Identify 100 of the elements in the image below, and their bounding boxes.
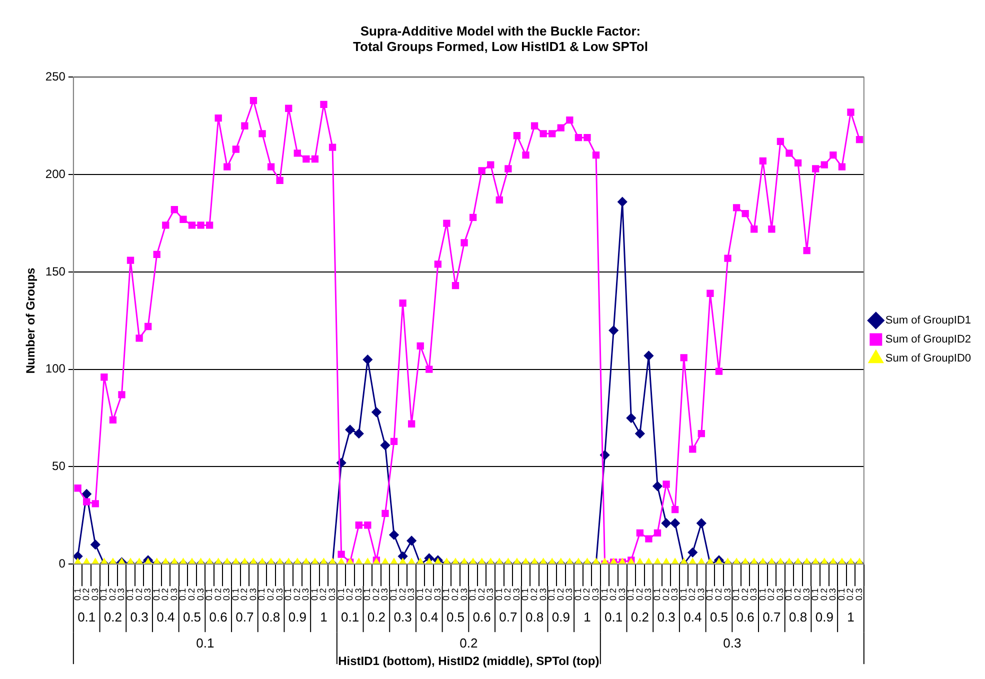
x-tick-label: 0.1 — [704, 588, 715, 601]
x-axis-title: HistID1 (bottom), HistID2 (middle), SPTol (top) — [338, 654, 600, 668]
x-tick-label: 0.3 — [222, 588, 232, 601]
x-tick-label: 0.1 — [151, 588, 162, 601]
y-tick-label: 0 — [58, 556, 66, 570]
x-tick-label: 0.3 — [696, 588, 706, 601]
x-tick-label: 0.3 — [142, 588, 153, 601]
x-tick-label: 0.1 — [441, 588, 452, 601]
y-tick-label: 100 — [45, 362, 66, 376]
x-tick-label: 0.3 — [590, 588, 601, 601]
x-tick-label: 0.1 — [678, 588, 688, 601]
y-tick-label: 150 — [45, 264, 66, 278]
y-tick-label: 50 — [52, 459, 66, 474]
x-tick-label: 0.1 — [626, 588, 636, 601]
text: 1 — [320, 610, 328, 625]
x-tick-label: 0.2 — [81, 588, 92, 601]
x-tick-label: 0.1 — [652, 588, 662, 601]
text: 0.6 — [472, 610, 491, 625]
x-tick-label: 0.3 — [432, 588, 442, 601]
x-tick-label: 0.3 — [195, 588, 206, 601]
x-tick-label: 0.2 — [344, 588, 355, 601]
x-tick-label: 0.1 — [494, 588, 504, 601]
x-tick-label: 0.1 — [72, 588, 82, 601]
x-tick-label: 0.3 — [854, 588, 864, 601]
x-tick-label: 0.1 — [414, 588, 425, 601]
x-tick-label: 0.1 — [572, 588, 583, 601]
text: 0.3 — [394, 610, 412, 625]
text: 0.7 — [499, 610, 518, 625]
y-tick-label: 250 — [45, 70, 66, 84]
text: 0.2 — [104, 610, 122, 625]
x-tick-label: 0.3 — [327, 588, 338, 601]
text: 0.5 — [710, 610, 728, 625]
x-tick-label: 0.2 — [424, 588, 434, 601]
x-tick-label: 0.3 — [380, 588, 390, 601]
text: 0.5 — [446, 610, 465, 625]
x-tick-label: 0.2 — [660, 588, 671, 601]
x-tick-label: 0.3 — [828, 588, 838, 601]
x-tick-label: 0.1 — [178, 588, 188, 601]
x-tick-label: 0.2 — [845, 588, 856, 601]
x-tick-label: 0.1 — [204, 588, 214, 601]
x-tick-label: 0.3 — [643, 588, 654, 601]
legend-label: Sum of GroupID1 — [885, 314, 971, 327]
x-tick-label: 0.2 — [687, 588, 698, 601]
x-tick-label: 0.1 — [599, 588, 610, 601]
text: 0.9 — [288, 610, 306, 625]
text: 0.8 — [788, 610, 808, 625]
x-tick-label: 0.3 — [300, 588, 311, 601]
x-tick-label: 0.2 — [476, 588, 486, 601]
text: 0.7 — [236, 610, 254, 625]
x-tick-label: 0.1 — [309, 588, 320, 601]
x-tick-label: 0.2 — [766, 588, 776, 601]
text: 0.1 — [604, 610, 623, 625]
text: 1 — [847, 610, 854, 625]
text: 0.1 — [78, 610, 96, 625]
x-tick-label: 0.2 — [502, 588, 513, 601]
text: 0.3 — [130, 610, 148, 625]
x-tick-label: 0.2 — [212, 588, 223, 601]
text: 0.1 — [341, 610, 360, 625]
x-tick-label: 0.3 — [406, 588, 416, 601]
y-axis-title: Number of Groups — [24, 267, 38, 374]
x-tick-label: 0.2 — [266, 588, 276, 601]
chart-title: Supra-Additive Model with the Buckle Factor: Total Groups Formed, Low HistID1 & Low SPTol — [353, 23, 648, 54]
x-tick-label: 0.2 — [792, 588, 803, 601]
x-tick-label: 0.2 — [740, 588, 750, 601]
x-tick-label: 0.1 — [388, 588, 398, 601]
x-tick-label: 0.2 — [450, 588, 460, 601]
x-tick-label: 0.2 — [555, 588, 566, 601]
x-tick-label: 0.3 — [168, 588, 179, 601]
text: 0.7 — [762, 610, 781, 625]
x-tick-label: 0.1 — [362, 588, 372, 601]
text: 0.2 — [367, 610, 386, 625]
x-tick-label: 0.3 — [116, 588, 126, 601]
x-tick-label: 0.3 — [511, 588, 522, 601]
x-tick-label: 0.1 — [336, 588, 346, 601]
x-tick-label: 0.1 — [731, 588, 742, 601]
x-tick-label: 0.3 — [538, 588, 548, 601]
x-tick-label: 0.2 — [634, 588, 644, 601]
text: 0.5 — [182, 610, 202, 625]
x-tick-label: 0.2 — [713, 588, 724, 601]
x-tick-label: 0.3 — [90, 588, 100, 601]
x-tick-label: 0.2 — [292, 588, 302, 601]
x-tick-label: 0.1 — [757, 588, 768, 601]
x-tick-label: 0.1 — [256, 588, 267, 601]
x-tick-label: 0.1 — [98, 588, 109, 601]
x-tick-label: 0.3 — [353, 588, 364, 601]
x-tick-label: 0.1 — [230, 588, 240, 601]
x-tick-label: 0.1 — [468, 588, 478, 601]
x-tick-label: 0.3 — [485, 588, 496, 601]
x-tick-label: 0.3 — [248, 588, 258, 601]
text: 0.3 — [657, 610, 676, 625]
x-tick-label: 0.3 — [274, 588, 284, 601]
y-tick-label: 200 — [45, 166, 66, 181]
legend-label: Sum of GroupID2 — [885, 334, 971, 346]
x-tick-label: 0.2 — [529, 588, 540, 601]
text: 0.1 — [196, 636, 214, 651]
x-tick-label: 0.3 — [722, 588, 732, 601]
x-tick-label: 0.3 — [458, 588, 469, 601]
x-tick-label: 0.2 — [370, 588, 381, 601]
x-tick-label: 0.3 — [748, 588, 759, 601]
text: 0.4 — [420, 610, 438, 625]
